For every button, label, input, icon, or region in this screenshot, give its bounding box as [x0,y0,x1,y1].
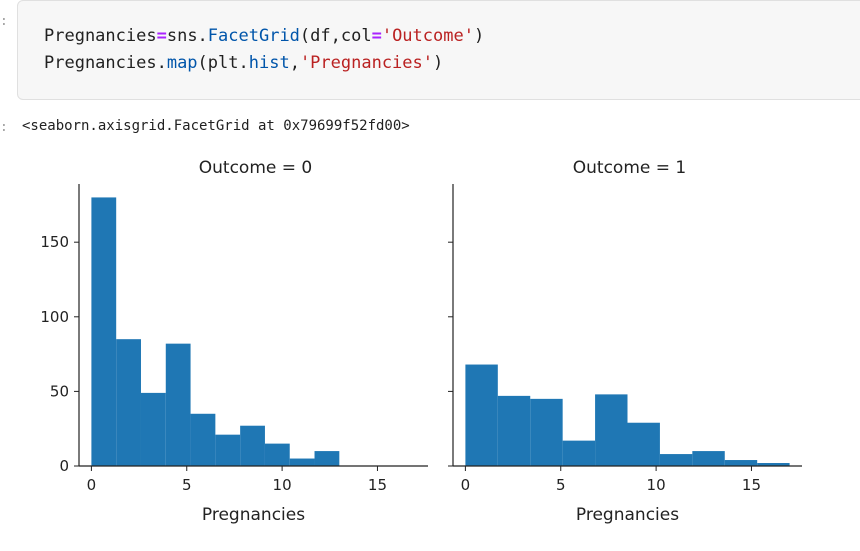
output-prompt: : [0,120,8,135]
code-token-function: FacetGrid [207,26,300,46]
x-tick-label: 15 [742,476,761,494]
histogram-bar [264,443,290,466]
code-token-function: hist [248,53,290,73]
code-cell-input[interactable] [17,0,860,100]
histogram-bar [595,394,628,466]
histogram-bar [165,343,191,466]
histogram-bar [289,458,315,466]
code-line-2: Pregnancies.map(plt.hist,'Pregnancies') [44,53,443,73]
code-token-module: sns. [166,26,208,46]
cell-output-text: <seaborn.axisgrid.FacetGrid at 0x79699f5… [22,118,410,134]
code-token-variable: Pregnancies. [44,53,167,73]
input-prompt: : [0,14,8,29]
code-token-paren: ) [433,53,444,73]
histogram-bar [240,425,265,466]
x-tick-label: 0 [87,476,97,494]
x-tick-label: 15 [368,476,387,494]
code-token-function: map [166,53,198,73]
histogram-bar [116,339,141,466]
x-tick-label: 10 [647,476,666,494]
facet-title: Outcome = 0 [199,158,312,178]
histogram-bar [562,440,596,466]
x-tick-label: 5 [182,476,192,494]
x-tick-label: 5 [556,476,566,494]
histogram-bar [724,460,758,466]
histogram-bar [190,413,216,466]
code-token-comma: , [289,53,300,73]
code-token-operator: = [371,26,382,46]
histogram-bar [140,392,166,466]
code-token-operator: = [156,26,167,46]
histogram-bar [314,451,340,466]
histogram-bar [215,434,241,466]
x-axis-label: Pregnancies [202,505,305,525]
facet-title: Outcome = 1 [573,158,686,178]
code-token-variable: Pregnancies [44,26,157,46]
x-tick-label: 10 [273,476,292,494]
histogram-bar [465,364,498,466]
histogram-bar [692,451,725,466]
histogram-bar [627,422,660,466]
code-token-paren: ) [473,26,485,46]
x-axis-label: Pregnancies [576,505,679,525]
histogram-bar [497,395,531,466]
code-line-1: Pregnancies=sns.FacetGrid(df,col='Outcom… [44,26,484,46]
code-token-args: (df,col [299,26,372,46]
y-tick-label: 0 [59,457,69,475]
code-token-string: 'Outcome' [381,26,474,46]
x-tick-label: 0 [461,476,471,494]
histogram-bar [757,463,790,466]
histogram-bar [91,197,117,466]
histogram-bar [659,454,693,466]
code-token-args: (plt. [197,53,249,73]
histogram-bar [530,398,563,466]
y-tick-label: 150 [40,233,69,251]
y-tick-label: 100 [40,308,69,326]
y-tick-label: 50 [50,382,69,400]
code-token-string: 'Pregnancies' [299,53,433,73]
